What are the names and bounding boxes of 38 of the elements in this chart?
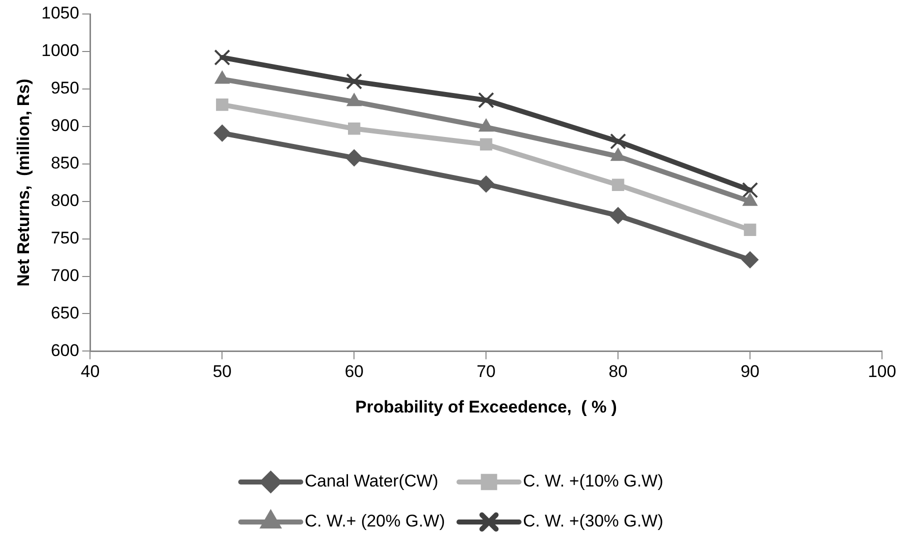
point: [478, 176, 495, 193]
x-tick-label: 60: [344, 362, 364, 382]
y-axis-title: Net Returns, (million, Rs): [14, 78, 33, 286]
y-tick-label: 950: [50, 78, 80, 98]
point: [214, 49, 230, 66]
point: [610, 133, 626, 150]
y-tick-label: 650: [50, 303, 80, 322]
point: [346, 73, 362, 90]
point: [216, 98, 228, 111]
point: [742, 182, 758, 198]
legend-label: C. W. +(10% G.W): [523, 472, 664, 491]
point: [612, 178, 624, 192]
y-tick-label: 900: [50, 116, 80, 136]
x-tick-label: 80: [608, 362, 628, 382]
legend-label: C. W. +(30% G.W): [523, 512, 664, 531]
x-tick-label: 100: [868, 362, 896, 382]
point: [346, 149, 363, 166]
y-tick-label: 600: [50, 340, 80, 360]
x-tick-label: 90: [740, 362, 760, 382]
y-tick-label: 700: [50, 266, 80, 285]
point: [214, 124, 231, 142]
point: [478, 92, 494, 108]
legend-label: C. W.+ (20% G.W): [304, 512, 446, 531]
point: [610, 207, 627, 224]
y-tick-label: 800: [50, 191, 80, 210]
point: [348, 122, 360, 135]
y-tick-label: 850: [50, 154, 80, 173]
y-tick-label: 1050: [41, 4, 80, 23]
point: [480, 138, 492, 151]
y-tick-label: 1000: [41, 41, 80, 60]
point: [744, 224, 756, 236]
legend-label: Canal Water(CW): [304, 472, 438, 491]
y-tick-label: 750: [50, 228, 80, 248]
x-tick-label: 50: [212, 362, 232, 382]
x-tick-label: 40: [80, 362, 100, 382]
point: [742, 251, 759, 268]
x-axis-title: Probability of Exceedence, ( % ): [355, 397, 617, 416]
x-tick-label: 70: [476, 362, 496, 382]
